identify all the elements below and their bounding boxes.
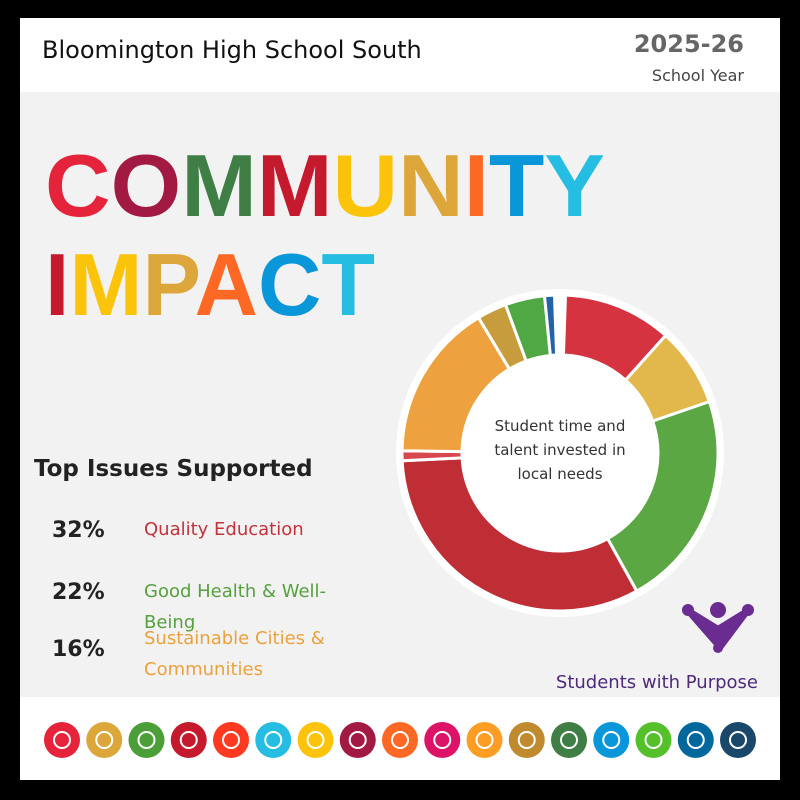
sdg-icon — [677, 722, 714, 758]
logo-shape — [688, 610, 748, 650]
title-line: COMMUNITY — [45, 136, 605, 235]
sdg-icon — [86, 722, 123, 758]
sdg-icon-glyph — [179, 731, 198, 749]
sdg-icon — [170, 722, 207, 758]
sdg-icon — [551, 722, 587, 758]
sdg-icon-glyph — [222, 731, 240, 749]
issue-percent: 16% — [52, 637, 105, 662]
sdg-icon-glyph — [264, 731, 283, 749]
logo-dot — [742, 604, 754, 616]
sdg-icon — [255, 722, 292, 758]
school-name: Bloomington High School South — [42, 36, 422, 64]
sdg-icon — [213, 722, 249, 758]
sdg-icon-glyph — [391, 731, 409, 749]
sdg-icon — [466, 722, 503, 758]
sdg-icon-glyph — [686, 731, 705, 749]
sdg-icon — [44, 722, 80, 758]
donut-segment — [605, 399, 720, 594]
issue-label: Good Health & Well-Being — [144, 581, 327, 633]
sdg-icon-glyph — [560, 731, 578, 749]
donut-segment — [400, 456, 639, 613]
year: 2025-26 — [633, 30, 744, 58]
sdg-icon — [593, 722, 630, 758]
sdg-icon — [339, 722, 376, 758]
logo-dot — [713, 643, 723, 653]
sdg-icon — [424, 722, 461, 758]
sdg-icon — [297, 722, 334, 758]
logo-dot — [682, 604, 694, 616]
sdg-icon — [720, 722, 756, 758]
sdg-icon — [382, 722, 418, 758]
sdg-icon — [128, 722, 165, 758]
title-line: IMPACT — [45, 235, 375, 334]
issue-percent: 22% — [52, 580, 105, 605]
card: COMMUNITY IMPACT Bloomington High School … — [20, 18, 780, 780]
sdg-icon-glyph — [348, 731, 367, 749]
sdg-icon-glyph — [53, 731, 71, 749]
issue-label: Sustainable Cities & Communities — [144, 628, 325, 680]
donut-hole — [463, 356, 657, 550]
sdg-icon-glyph — [644, 731, 663, 749]
issue-label: Quality Education — [144, 519, 304, 540]
sdg-icon-glyph — [729, 731, 747, 749]
logo-dot — [710, 602, 726, 618]
sdg-icon-glyph — [602, 731, 621, 749]
sdg-icon-glyph — [306, 731, 325, 749]
issues-heading: Top Issues Supported — [34, 456, 313, 482]
sdg-icon-glyph — [95, 731, 114, 749]
brand: Students with Purpose — [555, 672, 758, 693]
year-label: School Year — [651, 66, 744, 85]
sdg-icon — [508, 722, 545, 758]
sdg-icon-glyph — [517, 731, 536, 749]
donut-center-text: Student time and talent invested in loca… — [494, 417, 626, 483]
sdg-icon — [635, 722, 672, 758]
donut-segment — [542, 293, 559, 358]
sdg-icon-glyph — [433, 731, 452, 749]
sdg-icon-glyph — [475, 731, 494, 749]
issue-percent: 32% — [52, 518, 105, 543]
sdg-icon-glyph — [137, 731, 156, 749]
